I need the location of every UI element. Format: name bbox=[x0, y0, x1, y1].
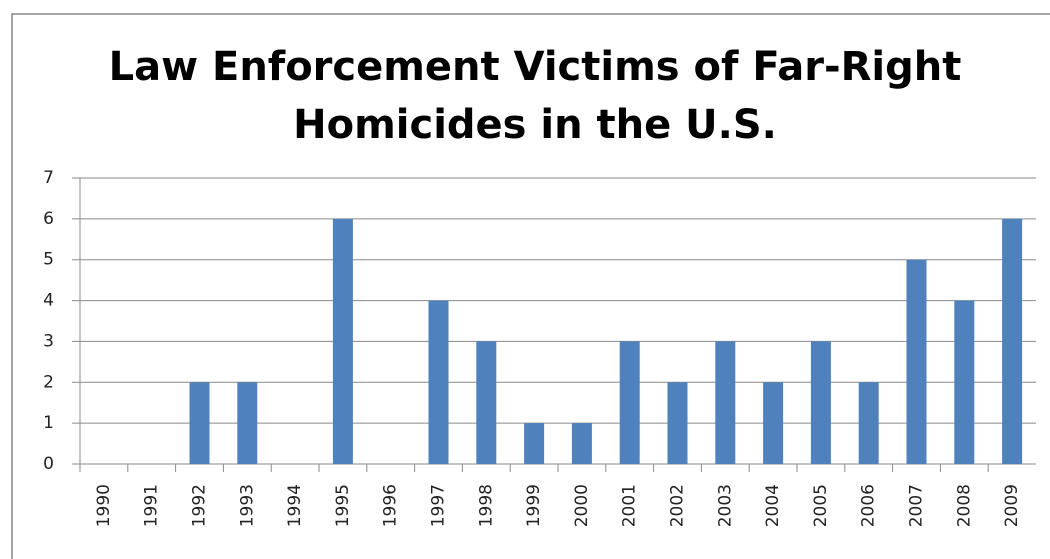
x-tick-label: 2001 bbox=[620, 484, 640, 527]
bar bbox=[954, 300, 975, 464]
chart-title: Law Enforcement Victims of Far-Right Hom… bbox=[108, 44, 962, 148]
y-tick-label: 2 bbox=[43, 372, 54, 392]
bar bbox=[428, 300, 449, 464]
bar bbox=[906, 259, 927, 464]
y-tick-label: 4 bbox=[43, 291, 54, 311]
x-tick-label: 2006 bbox=[859, 484, 879, 527]
y-tick-label: 5 bbox=[43, 250, 54, 270]
bar bbox=[189, 382, 210, 464]
bar bbox=[667, 382, 688, 464]
x-tick-label: 1992 bbox=[190, 484, 210, 527]
x-tick-label: 2008 bbox=[954, 484, 974, 527]
y-tick-label: 0 bbox=[43, 454, 54, 474]
y-tick-label: 7 bbox=[43, 168, 54, 188]
bar bbox=[237, 382, 258, 464]
x-tick-label: 1998 bbox=[476, 484, 496, 527]
x-tick-label: 1995 bbox=[333, 484, 353, 527]
y-tick-label: 1 bbox=[43, 413, 54, 433]
x-tick-label: 1993 bbox=[237, 484, 257, 527]
x-tick-label: 2007 bbox=[907, 484, 927, 527]
bar bbox=[571, 423, 592, 464]
x-tick-label: 1999 bbox=[524, 484, 544, 527]
y-tick-label: 3 bbox=[43, 331, 54, 351]
x-tick-label: 1991 bbox=[142, 484, 162, 527]
bar bbox=[810, 341, 831, 464]
bar bbox=[1002, 218, 1023, 464]
x-tick-label: 1990 bbox=[94, 484, 114, 527]
bar bbox=[619, 341, 640, 464]
x-tick-label: 2005 bbox=[811, 484, 831, 527]
x-tick-label: 2004 bbox=[763, 484, 783, 527]
y-tick-label: 6 bbox=[43, 209, 54, 229]
bar bbox=[715, 341, 736, 464]
bar bbox=[476, 341, 497, 464]
bar bbox=[858, 382, 879, 464]
x-tick-label: 1996 bbox=[381, 484, 401, 527]
bar bbox=[524, 423, 545, 464]
x-tick-label: 2002 bbox=[668, 484, 688, 527]
x-tick-label: 1997 bbox=[429, 484, 449, 527]
x-tick-label: 1994 bbox=[285, 484, 305, 527]
bar bbox=[332, 218, 353, 464]
bar bbox=[763, 382, 784, 464]
x-tick-label: 2009 bbox=[1002, 484, 1022, 527]
x-tick-label: 2003 bbox=[715, 484, 735, 527]
x-tick-label: 2000 bbox=[572, 484, 592, 527]
chart-frame bbox=[11, 13, 1050, 559]
